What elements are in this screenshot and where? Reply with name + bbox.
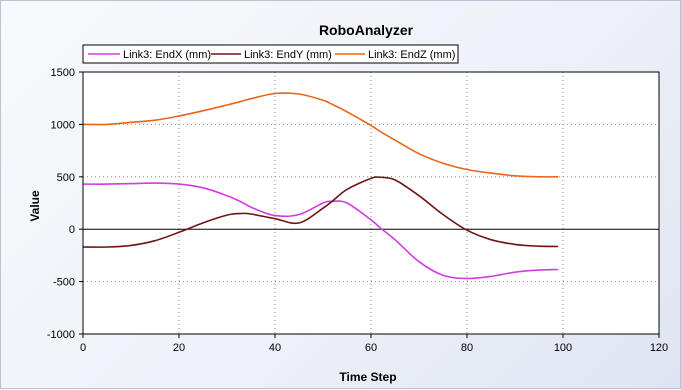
plot-area	[83, 72, 659, 334]
y-tick-label: 1500	[51, 67, 75, 79]
legend-label-endy: Link3: EndY (mm)	[244, 49, 332, 61]
axis-ticks: 0 20 40 60 80 100 120 -1000 -500 0 500 1000 1500	[47, 67, 668, 354]
y-tick-label: 500	[57, 172, 75, 184]
y-axis-title: Value	[28, 190, 42, 222]
y-tick-label: 1000	[51, 119, 75, 131]
series-line-endy	[82, 176, 559, 248]
x-tick-label: 60	[365, 342, 377, 354]
y-tick-label: -500	[53, 277, 75, 289]
grid	[83, 72, 659, 334]
legend: Link3: EndX (mm) Link3: EndY (mm) Link3:…	[82, 44, 459, 64]
plot-border	[82, 71, 660, 335]
x-tick-label: 40	[269, 342, 281, 354]
x-tick-label: 0	[80, 342, 86, 354]
x-tick-label: 20	[173, 342, 185, 354]
series-line-endx	[82, 182, 559, 280]
y-tick-label: 0	[69, 224, 75, 236]
legend-box	[82, 44, 459, 64]
legend-label-endx: Link3: EndX (mm)	[123, 49, 211, 61]
series-line-endz	[82, 92, 559, 178]
x-tick-label: 80	[461, 342, 473, 354]
x-tick-label: 100	[554, 342, 572, 354]
legend-label-endz: Link3: EndZ (mm)	[368, 49, 455, 61]
series-layer	[82, 92, 559, 280]
x-tick-label: 120	[650, 342, 668, 354]
chart-title: RoboAnalyzer	[319, 22, 414, 38]
y-tick-label: -1000	[47, 329, 75, 341]
x-axis-title: Time Step	[339, 370, 396, 384]
